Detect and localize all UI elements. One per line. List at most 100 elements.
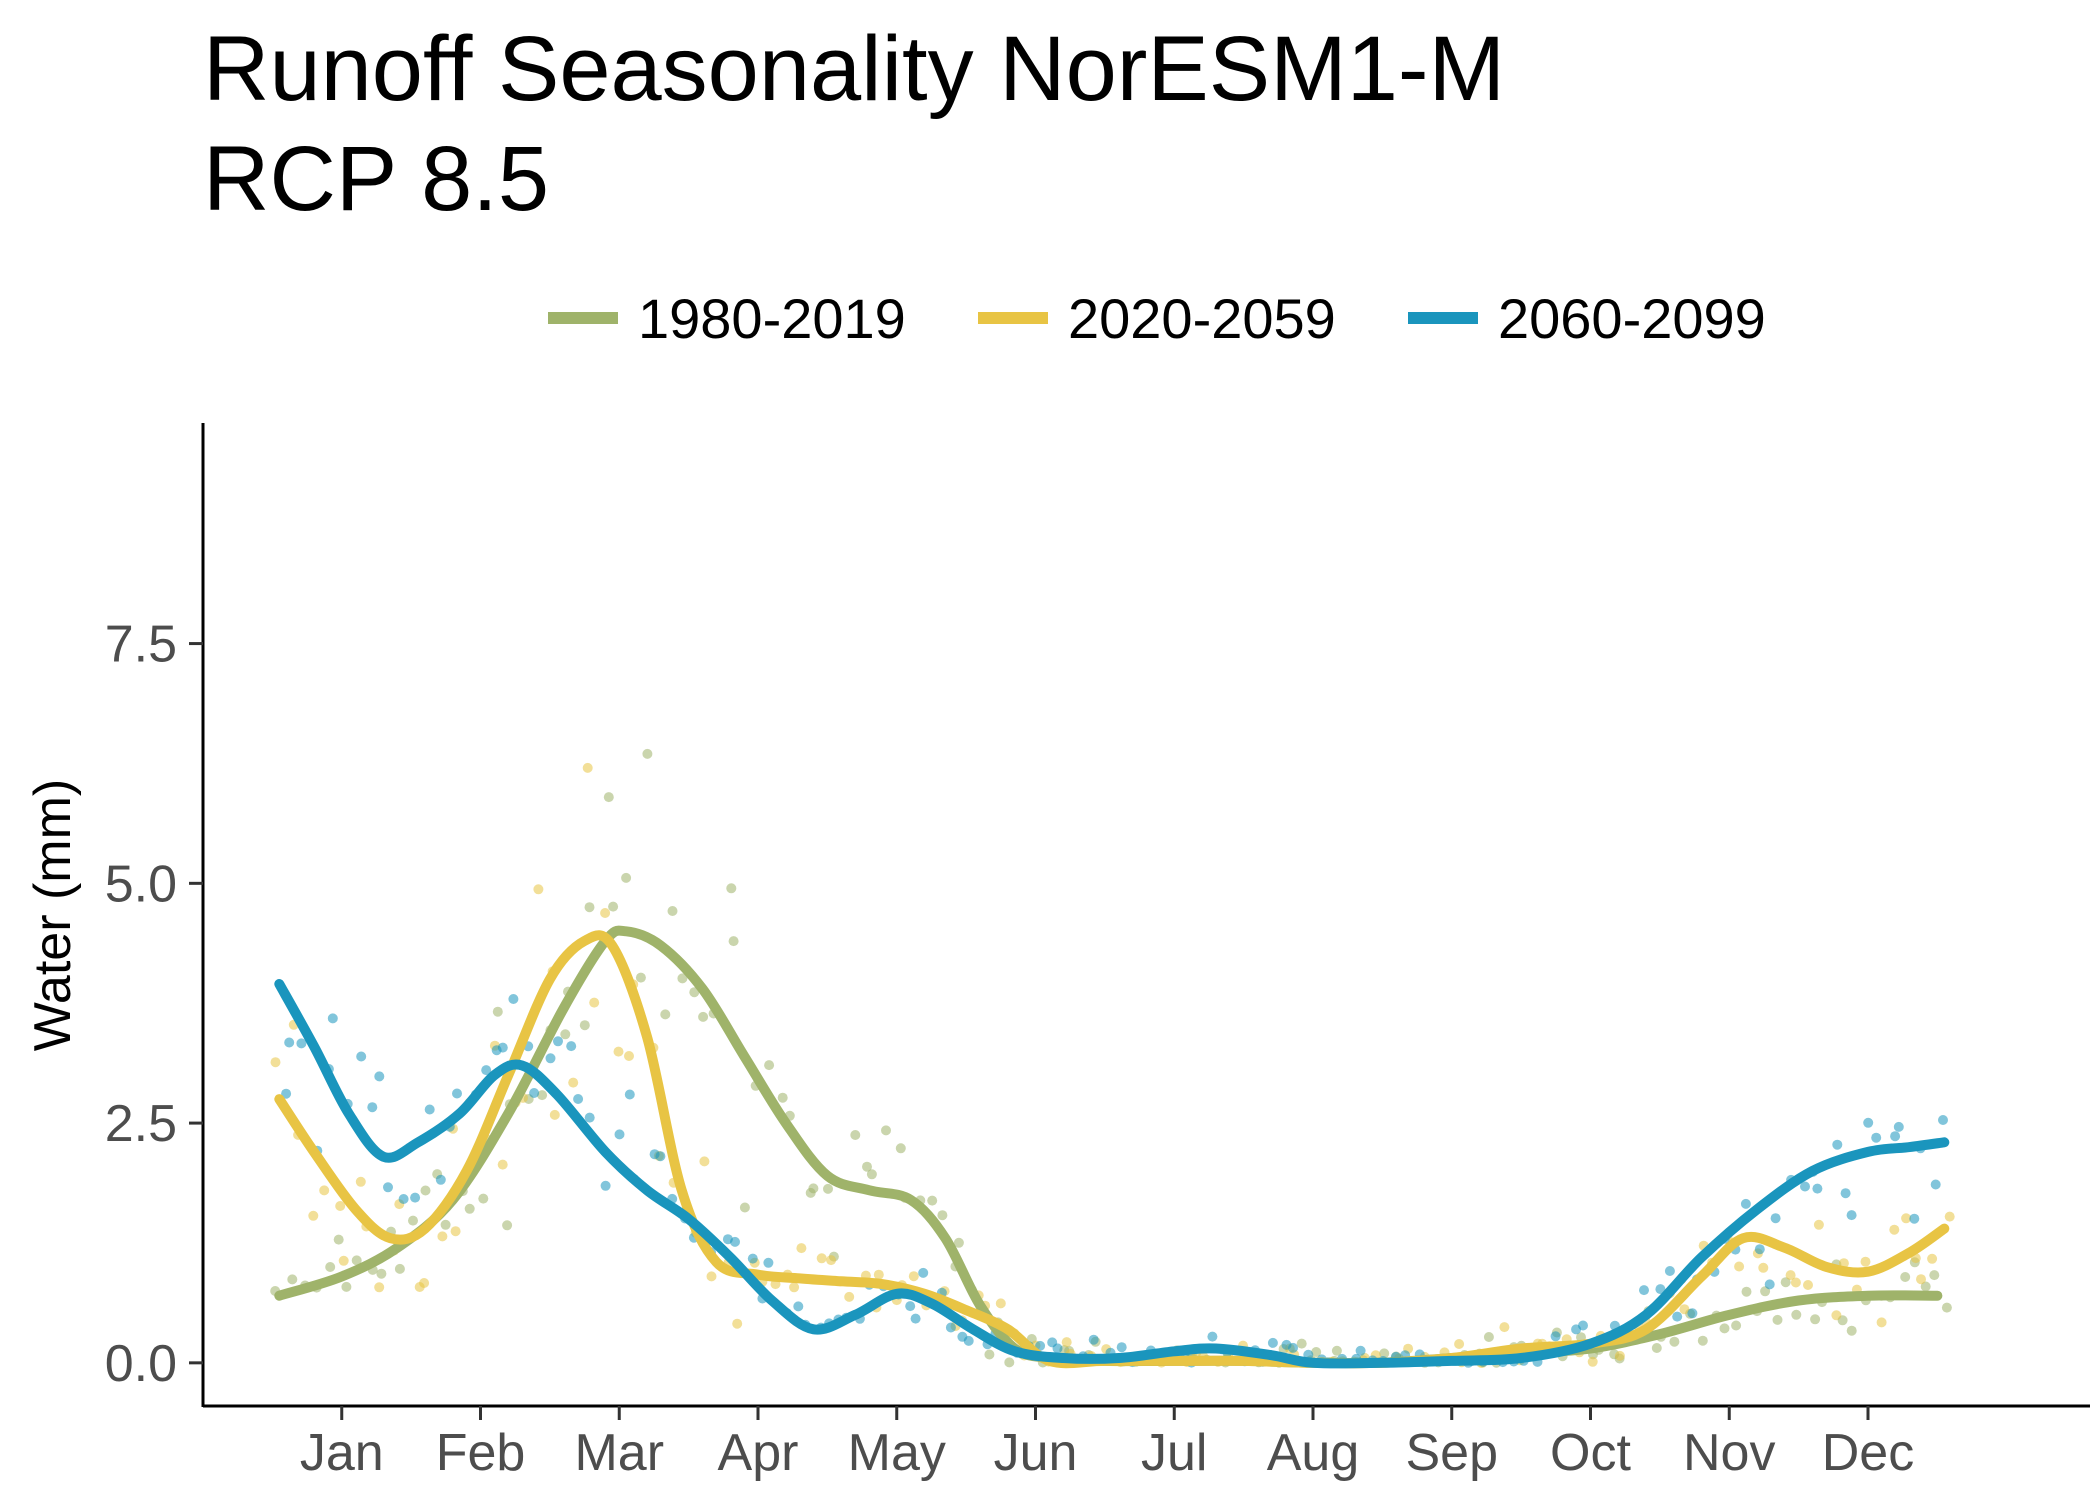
scatter-point	[435, 1174, 446, 1185]
scatter-point	[584, 902, 595, 913]
legend-label: 2020-2059	[1068, 287, 1336, 350]
scatter-point	[335, 1201, 346, 1211]
scatter-point	[844, 1291, 855, 1302]
scatter-point	[533, 884, 544, 895]
scatter-point	[621, 872, 632, 883]
scatter-point	[341, 1281, 352, 1292]
scatter-point	[624, 1051, 634, 1061]
scatter-point	[333, 1234, 344, 1245]
scatter-point	[1813, 1219, 1824, 1230]
series-line-2020-2059	[274, 930, 1950, 1369]
scatter-point	[560, 1029, 571, 1040]
y-tick-label: 0.0	[105, 1335, 177, 1393]
scatter-point	[1909, 1213, 1920, 1224]
scatter-point	[706, 1271, 717, 1282]
scatter-point	[613, 1046, 624, 1057]
scatter-point	[1004, 1357, 1015, 1368]
scatter-point	[1687, 1308, 1698, 1319]
scatter-point	[281, 1088, 292, 1099]
scatter-point	[764, 1060, 775, 1071]
scatter-point	[374, 1282, 385, 1293]
scatter-point	[374, 1071, 385, 1082]
scatter-point	[1311, 1347, 1322, 1357]
scatter-point	[1679, 1304, 1690, 1315]
scatter-point	[660, 1009, 671, 1020]
scatter-point	[1288, 1342, 1298, 1353]
scatter-point	[1483, 1332, 1494, 1342]
scatter-point	[497, 1159, 508, 1170]
scatter-point	[419, 1278, 430, 1288]
x-tick-label: Feb	[436, 1424, 526, 1482]
scatter-point	[777, 1092, 788, 1103]
scatter-point	[1832, 1139, 1843, 1150]
scatter-point	[984, 1349, 995, 1360]
scatter-point	[1764, 1279, 1775, 1290]
scatter-point	[410, 1192, 421, 1203]
scatter-point	[642, 748, 653, 759]
scatter-point	[895, 1143, 906, 1154]
scatter-point	[793, 1301, 804, 1312]
scatter-point	[698, 1011, 709, 1022]
scatter-point	[953, 1237, 964, 1248]
scatter-point	[1920, 1281, 1931, 1292]
legend: 1980-2019 2020-2059 2060-2099	[548, 287, 1766, 350]
scatter-point	[1061, 1337, 1072, 1348]
scatter-point	[816, 1253, 827, 1264]
scatter-point	[1860, 1256, 1871, 1267]
scatter-point	[1355, 1345, 1366, 1356]
x-tick-label: Jun	[994, 1424, 1078, 1482]
x-tick-label: Aug	[1267, 1424, 1360, 1482]
legend-item-1980-2019: 1980-2019	[548, 287, 906, 350]
scatter-point	[732, 1318, 743, 1329]
scatter-point	[1941, 1302, 1952, 1313]
scatter-point	[568, 1077, 579, 1088]
scatter-point	[1741, 1286, 1752, 1297]
scatter-point	[1810, 1314, 1821, 1325]
scatter-point	[573, 1094, 584, 1104]
scatter-point	[918, 1267, 929, 1278]
scatter-point	[1331, 1345, 1342, 1356]
scatter-point	[600, 1180, 611, 1191]
scatter-point	[603, 792, 614, 803]
scatter-point	[873, 1269, 884, 1280]
legend-item-2020-2059: 2020-2059	[978, 287, 1336, 350]
scatter-point	[424, 1104, 435, 1115]
scatter-point	[1052, 1343, 1063, 1354]
scatter-point	[319, 1185, 330, 1196]
scatter-point	[1846, 1325, 1857, 1336]
series-line-2060-2099	[274, 979, 1950, 1369]
scatter-point	[1791, 1309, 1802, 1320]
scatter-point	[1927, 1253, 1938, 1264]
scatter-point	[478, 1193, 489, 1204]
scatter-point	[1871, 1132, 1882, 1143]
scatter-point	[308, 1210, 319, 1221]
scatter-point	[1893, 1121, 1904, 1132]
scatter-point	[726, 883, 737, 894]
scatter-point	[1697, 1335, 1708, 1346]
scatter-point	[667, 906, 678, 916]
scatter-point	[383, 1182, 393, 1193]
scatter-point	[420, 1185, 431, 1196]
legend-item-2060-2099: 2060-2099	[1408, 287, 1766, 350]
scatter-point	[1664, 1266, 1675, 1276]
y-tick-label: 7.5	[105, 616, 177, 674]
scatter-point	[394, 1263, 405, 1274]
scatter-point	[464, 1203, 475, 1214]
scatter-point	[739, 1202, 750, 1213]
scatter-point	[376, 1268, 387, 1279]
scatter-point	[1719, 1323, 1730, 1334]
scatter-point	[1454, 1339, 1465, 1349]
scatter-point	[367, 1102, 378, 1113]
scatter-point	[1803, 1280, 1813, 1290]
series-line-1980-2019	[274, 925, 1943, 1369]
scatter-point	[549, 1109, 560, 1120]
scatter-point	[927, 1195, 938, 1206]
scatter-point	[600, 908, 611, 918]
scatter-point	[327, 1013, 338, 1024]
legend-label: 2060-2099	[1498, 287, 1766, 350]
x-tick-label: Dec	[1822, 1424, 1914, 1482]
scatter-point	[1863, 1117, 1874, 1128]
scatter-point	[1916, 1274, 1926, 1285]
scatter-point	[325, 1262, 336, 1272]
